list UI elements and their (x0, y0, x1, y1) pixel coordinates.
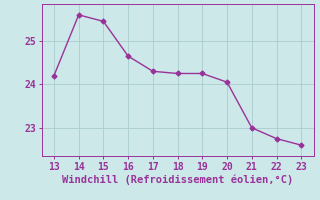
X-axis label: Windchill (Refroidissement éolien,°C): Windchill (Refroidissement éolien,°C) (62, 174, 293, 185)
